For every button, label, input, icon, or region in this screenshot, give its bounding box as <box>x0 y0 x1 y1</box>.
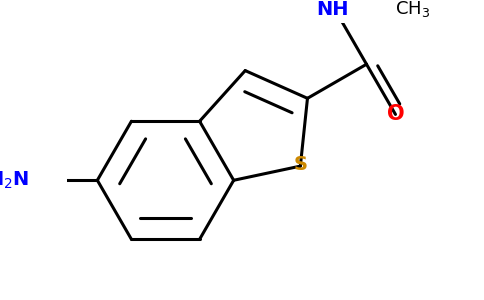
Text: NH: NH <box>317 0 349 19</box>
Text: CH$_3$: CH$_3$ <box>395 0 430 19</box>
Text: H$_2$N: H$_2$N <box>0 169 30 191</box>
Text: S: S <box>293 155 307 174</box>
Text: O: O <box>387 104 404 124</box>
